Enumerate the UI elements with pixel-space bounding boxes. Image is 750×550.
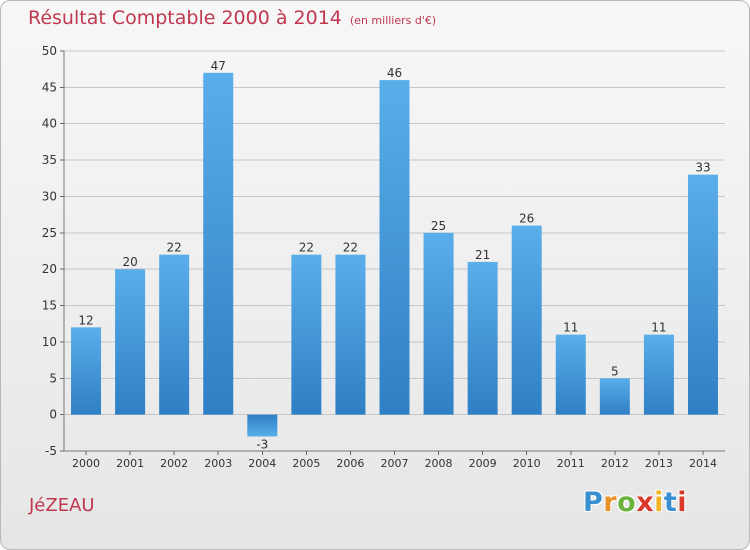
value-label-2004: -3 xyxy=(256,437,268,451)
label-layer: 12 20 22 47 -3 22 22 46 25 21 26 11 5 11 33 xyxy=(78,59,710,452)
x-tick-label-2004: 2004 xyxy=(248,457,276,470)
bar-2003 xyxy=(203,72,234,415)
value-label-2008: 25 xyxy=(431,219,446,233)
y-tick-label: 25 xyxy=(42,226,57,240)
bar-2006 xyxy=(335,254,366,415)
value-label-2011: 11 xyxy=(563,321,578,335)
x-tick-label-2011: 2011 xyxy=(557,457,585,470)
bar-2008 xyxy=(423,232,454,415)
x-tick-label-2000: 2000 xyxy=(72,457,100,470)
logo-letter: r xyxy=(603,487,618,518)
x-tick-label-2012: 2012 xyxy=(601,457,629,470)
bar-2013 xyxy=(643,334,674,415)
bar-2009 xyxy=(467,261,498,415)
y-tick-label: 50 xyxy=(42,44,57,58)
bar-2007 xyxy=(379,80,410,415)
value-label-2003: 47 xyxy=(211,59,226,73)
axis-layer: -5 0 5 10 15 20 25 30 35 40 45 50 2000 2001 2002 2003 20… xyxy=(42,44,725,470)
value-label-2012: 5 xyxy=(611,364,619,378)
logo-letter: i xyxy=(654,487,664,518)
bar-2004 xyxy=(247,414,278,437)
y-tick-label: -5 xyxy=(45,444,57,458)
value-label-2014: 33 xyxy=(695,161,710,175)
logo-letter: t xyxy=(663,487,678,518)
commune-name: JéZEAU xyxy=(29,495,95,516)
value-label-2006: 22 xyxy=(343,241,358,255)
y-tick-label: 5 xyxy=(49,371,57,385)
x-tick-label-2008: 2008 xyxy=(425,457,453,470)
bar-2005 xyxy=(291,254,322,415)
bar-2002 xyxy=(159,254,190,415)
bar-layer xyxy=(71,72,718,437)
bar-2000 xyxy=(71,327,102,415)
value-label-2002: 22 xyxy=(167,241,182,255)
value-label-2005: 22 xyxy=(299,241,314,255)
logo-letter: x xyxy=(636,487,655,518)
x-tick-label-2001: 2001 xyxy=(116,457,144,470)
x-tick-label-2014: 2014 xyxy=(689,457,717,470)
x-tick-label-2003: 2003 xyxy=(204,457,232,470)
y-tick-label: 15 xyxy=(42,299,57,313)
value-label-2000: 12 xyxy=(78,313,93,327)
chart-title: Résultat Comptable 2000 à 2014 (en millie… xyxy=(28,7,436,29)
value-label-2007: 46 xyxy=(387,66,402,80)
proxiti-logo: Proxiti xyxy=(583,487,687,518)
chart-subtitle: (en milliers d'€) xyxy=(349,14,437,27)
logo-letter: P xyxy=(583,487,604,518)
bar-2001 xyxy=(115,269,146,415)
x-tick-label-2010: 2010 xyxy=(513,457,541,470)
y-tick-label: 0 xyxy=(49,408,57,422)
x-tick-label-2009: 2009 xyxy=(469,457,497,470)
bar-2010 xyxy=(511,225,542,415)
bar-2011 xyxy=(555,334,586,415)
y-tick-label: 35 xyxy=(42,153,57,167)
value-label-2013: 11 xyxy=(651,321,666,335)
value-label-2009: 21 xyxy=(475,248,490,262)
y-tick-label: 20 xyxy=(42,262,57,276)
logo-letter: i xyxy=(677,487,688,518)
y-tick-label: 10 xyxy=(42,335,57,349)
x-tick-label-2002: 2002 xyxy=(160,457,188,470)
bar-2012 xyxy=(599,378,630,415)
x-tick-label-2007: 2007 xyxy=(381,457,409,470)
x-tick-label-2006: 2006 xyxy=(336,457,364,470)
x-tick-label-2005: 2005 xyxy=(292,457,320,470)
y-tick-label: 30 xyxy=(42,189,57,203)
value-label-2010: 26 xyxy=(519,212,534,226)
value-label-2001: 20 xyxy=(122,255,137,269)
y-tick-label: 45 xyxy=(42,80,57,94)
logo-letter: o xyxy=(617,487,637,518)
y-tick-label: 40 xyxy=(42,117,57,131)
bar-2014 xyxy=(687,174,718,415)
chart-title-text: Résultat Comptable 2000 à 2014 xyxy=(28,7,342,29)
x-tick-label-2013: 2013 xyxy=(645,457,673,470)
